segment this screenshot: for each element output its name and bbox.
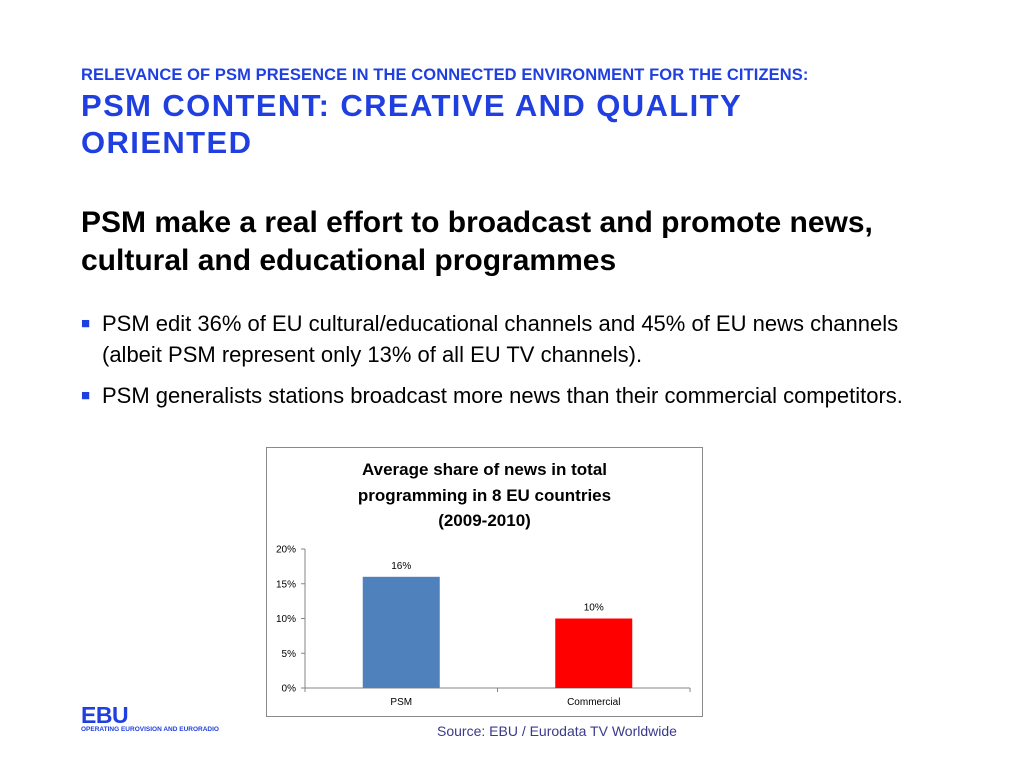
y-tick-label: 10% xyxy=(276,614,296,625)
data-label: 10% xyxy=(584,603,604,614)
bar-chart: 0% 5% 10% 15% 20% 16% PSM 10% Commercial xyxy=(276,545,691,708)
x-tick-label: Commercial xyxy=(567,697,620,708)
bullet-list: ■ PSM edit 36% of EU cultural/educationa… xyxy=(81,308,941,421)
bullet-text: PSM edit 36% of EU cultural/educational … xyxy=(102,311,899,367)
source-note: Source: EBU / Eurodata TV Worldwide xyxy=(437,723,677,739)
y-tick-label: 15% xyxy=(276,579,296,590)
bullet-item: ■ PSM edit 36% of EU cultural/educationa… xyxy=(81,308,941,370)
bullet-square-icon: ■ xyxy=(81,315,91,332)
section-heading: PSM make a real effort to broadcast and … xyxy=(81,206,873,277)
chart-container: Average share of news in total programmi… xyxy=(266,447,703,717)
bar-commercial xyxy=(555,618,633,688)
logo-name: EBU xyxy=(81,702,129,728)
y-tick-label: 0% xyxy=(282,684,297,695)
data-label: 16% xyxy=(391,561,411,572)
bullet-text: PSM generalists stations broadcast more … xyxy=(102,383,903,408)
ebu-logo: EBU OPERATING EUROVISION AND EURORADIO xyxy=(81,702,221,736)
chart-title: Average share of news in total programmi… xyxy=(357,460,612,530)
bullet-item: ■ PSM generalists stations broadcast mor… xyxy=(81,380,941,411)
x-tick-label: PSM xyxy=(390,697,412,708)
logo-tagline: OPERATING EUROVISION AND EURORADIO xyxy=(81,726,219,733)
slide-title: PSM CONTENT: CREATIVE AND QUALITY ORIENT… xyxy=(81,88,742,160)
bar-psm xyxy=(362,576,440,688)
slide-kicker: RELEVANCE OF PSM PRESENCE IN THE CONNECT… xyxy=(81,66,809,84)
y-tick-label: 5% xyxy=(282,649,297,660)
y-tick-label: 20% xyxy=(276,545,296,556)
bullet-square-icon: ■ xyxy=(81,387,91,404)
